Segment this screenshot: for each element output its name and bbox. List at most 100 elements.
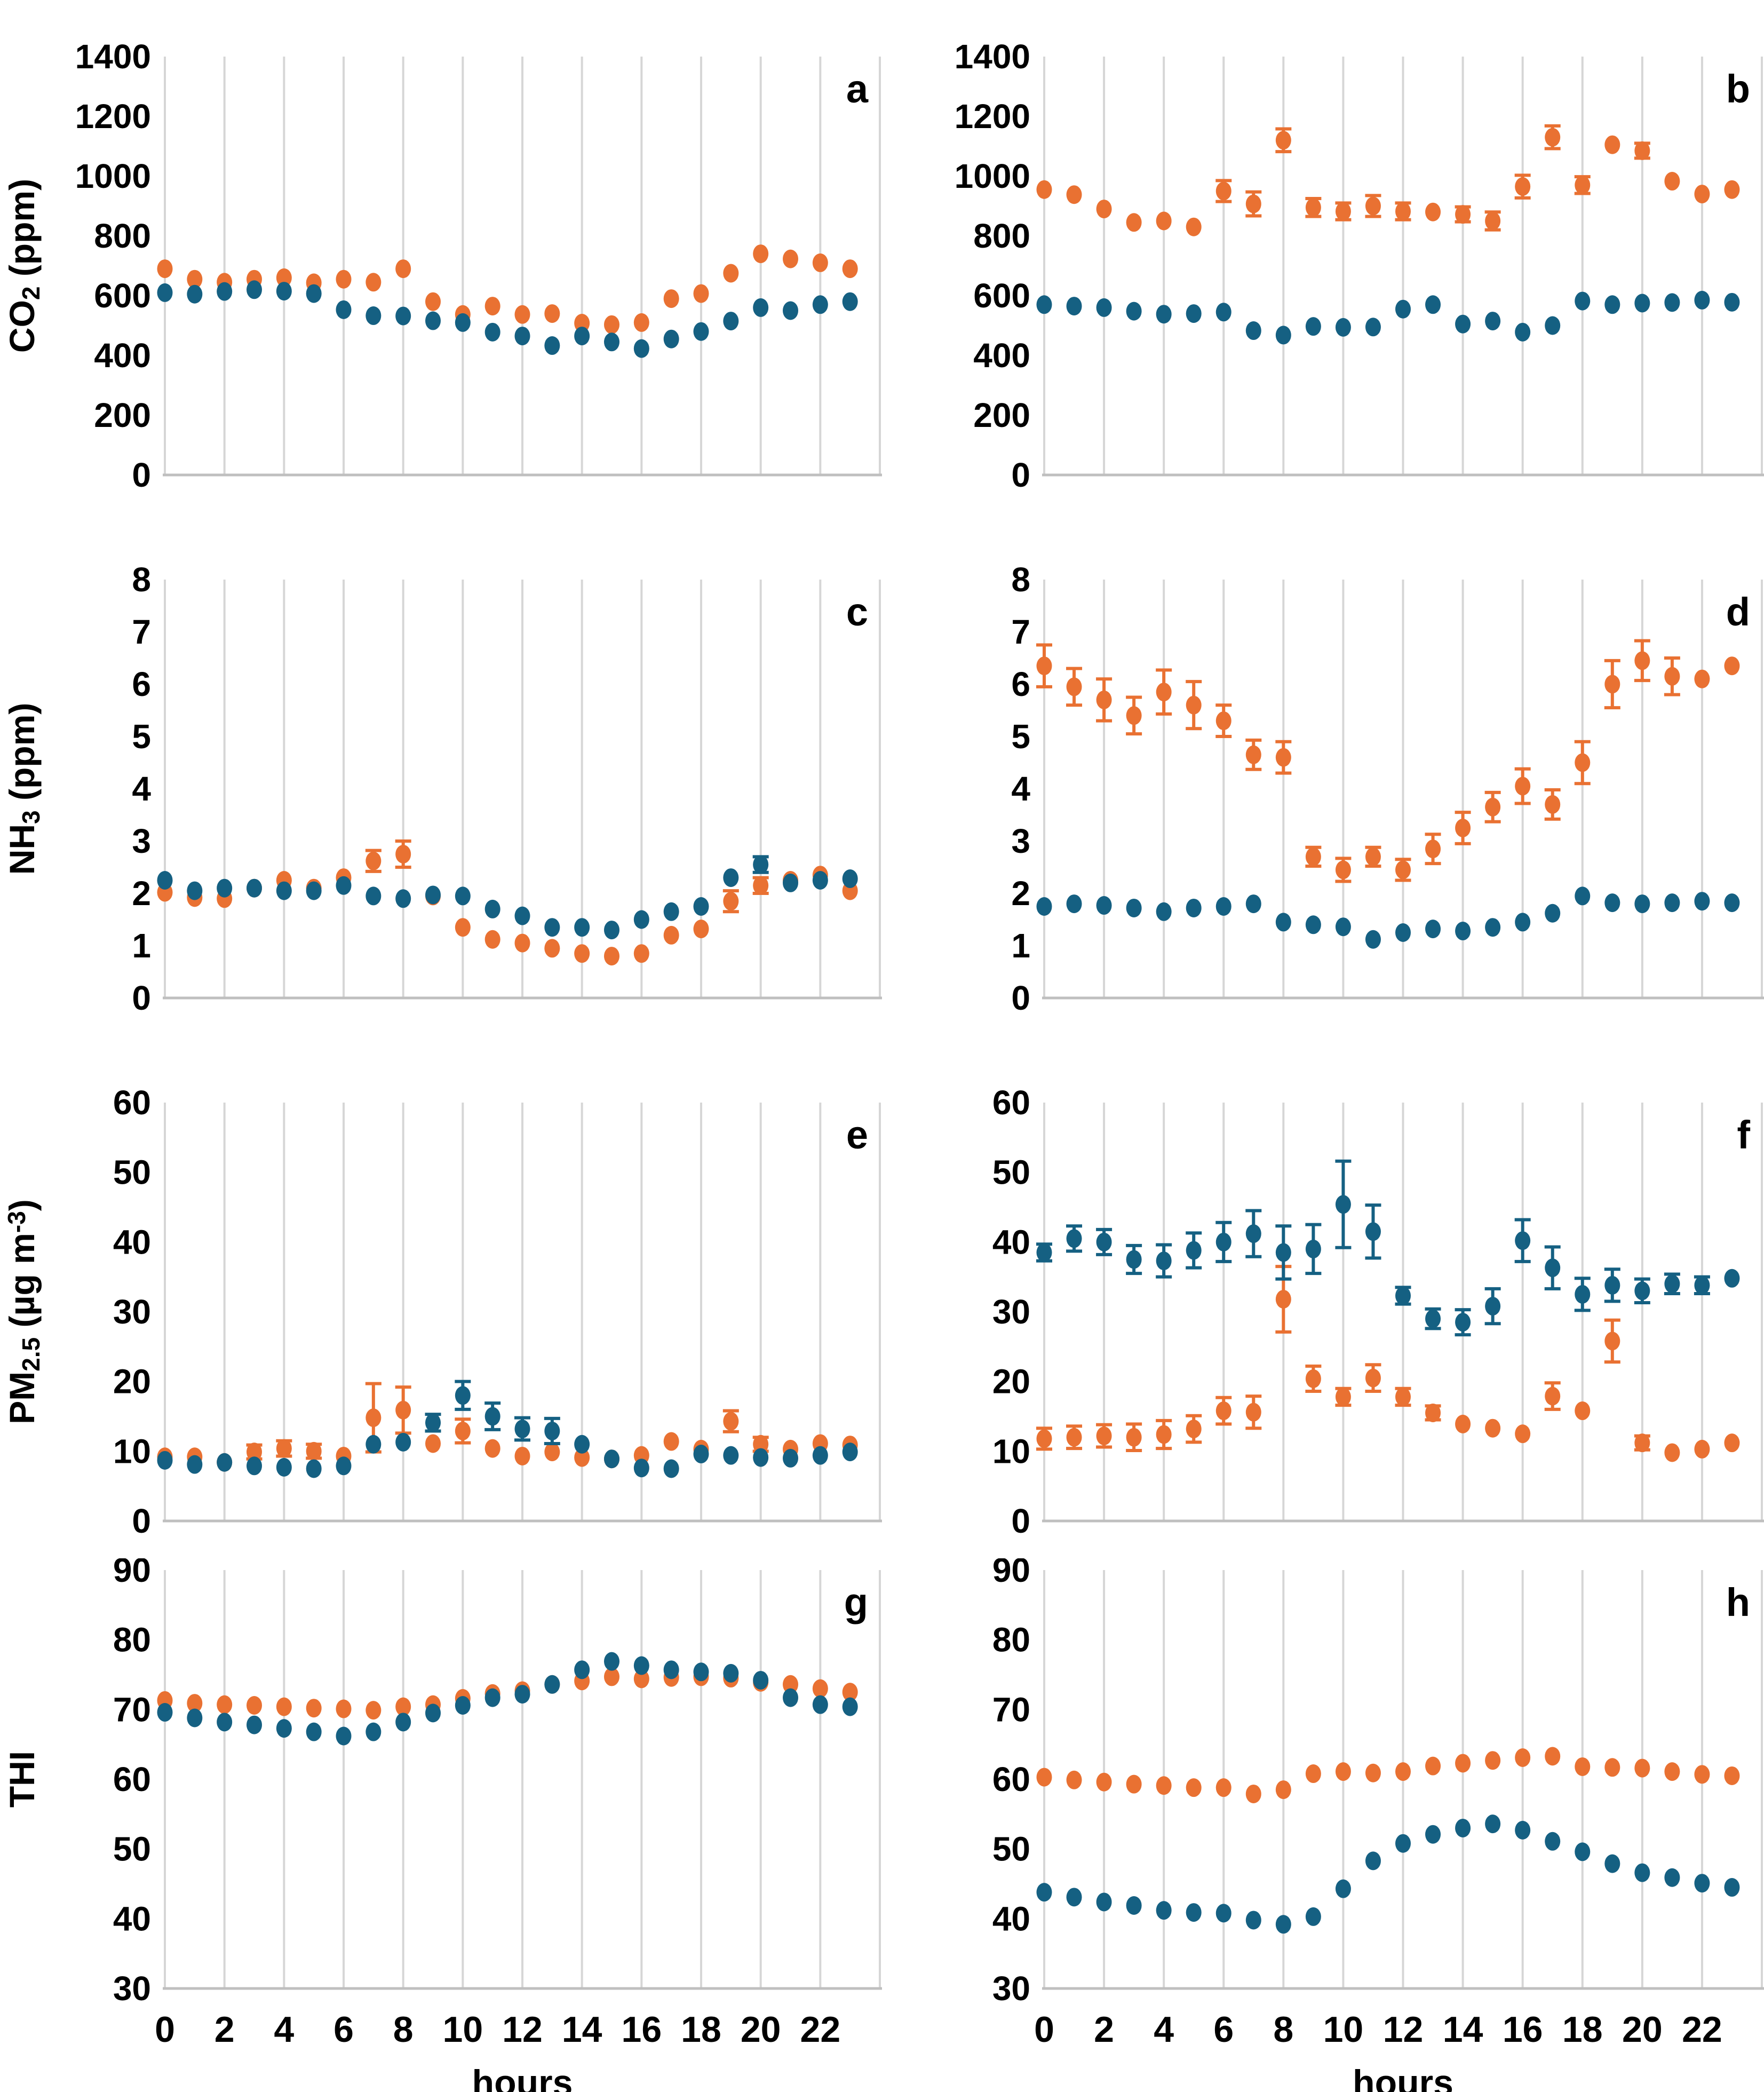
panel-letter: g: [844, 1580, 868, 1625]
data-point-orange: [1365, 1368, 1381, 1388]
y-tick-label: 30: [113, 1969, 151, 2008]
data-point-blue: [1485, 1297, 1501, 1316]
data-point-blue: [1664, 293, 1680, 312]
data-point-blue: [1305, 915, 1321, 934]
data-point-orange: [1126, 1774, 1142, 1794]
x-tick-label: 4: [1154, 2009, 1174, 2050]
y-tick-label: 40: [992, 1899, 1030, 1938]
data-point-blue: [604, 1449, 619, 1469]
series-blue: [1036, 1814, 1740, 1934]
data-point-orange: [1694, 185, 1710, 204]
data-point-blue: [455, 1695, 471, 1715]
data-point-blue: [1305, 1239, 1321, 1258]
y-tick-label: 60: [113, 1083, 151, 1122]
data-point-blue: [812, 295, 828, 314]
data-point-blue: [753, 1670, 769, 1690]
data-point-orange: [1485, 211, 1501, 231]
y-tick-label: 1000: [955, 157, 1030, 195]
data-point-orange: [1066, 677, 1082, 696]
panel-g-chart: 30 40 50 60 70 80 90 0 2 4 6 8 10 12 14 16 18 20 22 hours TH…: [2, 1558, 882, 2092]
data-point-orange: [484, 930, 500, 949]
data-point-orange: [306, 1441, 322, 1461]
data-point-blue: [276, 1457, 292, 1477]
data-point-blue: [842, 869, 858, 889]
data-point-blue: [1455, 1818, 1471, 1837]
data-point-blue: [1724, 893, 1740, 913]
data-point-blue: [1694, 290, 1710, 310]
data-point-orange: [1096, 1427, 1112, 1446]
data-point-orange: [693, 284, 709, 303]
data-point-orange: [1545, 795, 1561, 814]
data-point-orange: [1395, 1762, 1411, 1781]
panel-letter: a: [846, 67, 869, 111]
data-point-blue: [1186, 1903, 1202, 1922]
data-point-orange: [633, 944, 649, 963]
data-point-orange: [842, 259, 858, 279]
y-tick-label: 20: [113, 1362, 151, 1401]
x-tick-label: 12: [1383, 2009, 1424, 2050]
data-point-blue: [276, 282, 292, 301]
panel-letter: e: [846, 1113, 868, 1157]
y-tick-label: 70: [113, 1690, 151, 1729]
data-point-blue: [1395, 1286, 1411, 1305]
data-point-blue: [395, 1713, 411, 1732]
panel-b: 0 200 400 600 800 1000 1200 1400 b: [882, 0, 1764, 523]
data-point-orange: [1126, 1428, 1142, 1447]
data-point-blue: [1335, 1195, 1351, 1214]
data-point-orange: [1604, 1332, 1620, 1351]
y-tick-label: 0: [1011, 1502, 1030, 1540]
data-point-blue: [723, 1446, 739, 1465]
data-point-blue: [157, 1703, 173, 1722]
x-tick-label: 20: [1622, 2009, 1663, 2050]
data-point-blue: [574, 918, 590, 937]
data-point-orange: [1305, 1764, 1321, 1784]
data-point-blue: [1664, 1868, 1680, 1887]
y-tick-label: 6: [1011, 665, 1030, 703]
data-point-blue: [1515, 322, 1531, 342]
y-tick-label: 0: [132, 456, 151, 494]
data-point-blue: [1096, 298, 1112, 317]
y-tick-label: 70: [992, 1690, 1030, 1729]
y-tick-label: 1: [1011, 926, 1030, 965]
data-point-blue: [247, 878, 262, 898]
data-point-blue: [1335, 917, 1351, 937]
data-point-orange: [247, 1443, 262, 1462]
data-point-blue: [633, 339, 649, 358]
data-point-blue: [783, 873, 798, 892]
data-point-orange: [1036, 656, 1052, 676]
data-point-orange: [783, 249, 798, 268]
data-point-orange: [693, 920, 709, 939]
data-point-blue: [1455, 922, 1471, 941]
data-point-orange: [723, 892, 739, 911]
data-point-blue: [1694, 892, 1710, 911]
data-point-blue: [187, 881, 203, 900]
x-tick-label: 8: [1273, 2009, 1293, 2050]
data-point-blue: [276, 881, 292, 900]
data-point-blue: [306, 1459, 322, 1478]
data-point-blue: [484, 899, 500, 918]
data-point-orange: [1036, 180, 1052, 199]
data-point-blue: [1156, 1901, 1172, 1920]
data-point-blue: [1425, 920, 1441, 939]
data-point-blue: [1245, 894, 1261, 914]
data-point-blue: [1395, 923, 1411, 942]
data-point-orange: [544, 939, 560, 958]
data-point-orange: [574, 944, 590, 963]
x-tick-label: 16: [1503, 2009, 1543, 2050]
data-point-blue: [1156, 902, 1172, 921]
data-point-blue: [514, 1685, 530, 1704]
data-point-blue: [633, 910, 649, 929]
x-tick-label: 4: [274, 2009, 294, 2050]
data-point-blue: [1694, 1275, 1710, 1295]
data-point-blue: [1545, 1832, 1561, 1851]
data-point-orange: [187, 1694, 203, 1713]
panel-letter: b: [1726, 67, 1750, 111]
data-point-blue: [425, 885, 441, 905]
data-point-orange: [1066, 1770, 1082, 1789]
data-point-orange: [633, 313, 649, 332]
data-point-orange: [1455, 1414, 1471, 1433]
y-tick-label: 60: [992, 1760, 1030, 1798]
data-point-blue: [365, 306, 382, 326]
y-tick-label: 7: [1011, 613, 1030, 651]
data-point-orange: [1575, 1757, 1591, 1776]
